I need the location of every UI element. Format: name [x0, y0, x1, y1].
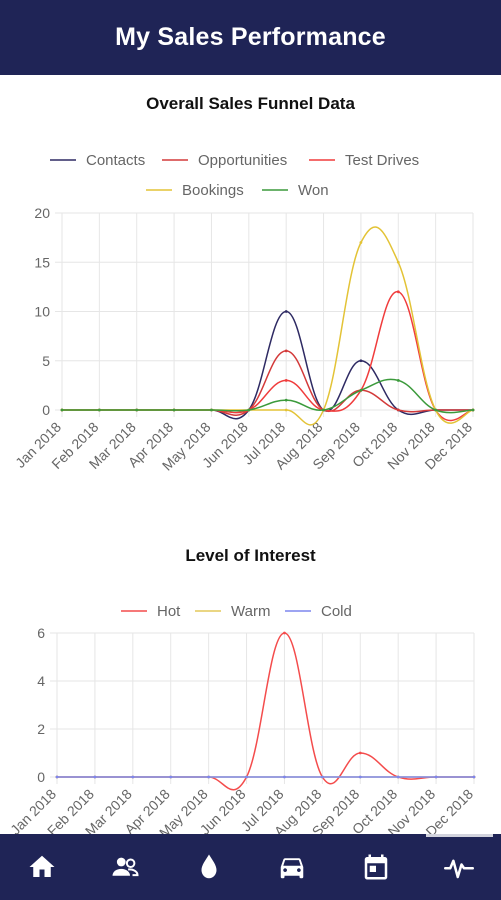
data-point-cold[interactable] [283, 775, 286, 779]
data-point-cold[interactable] [472, 775, 476, 779]
data-point-cold[interactable] [131, 775, 135, 779]
data-point-cold[interactable] [320, 775, 324, 779]
data-point-cold[interactable] [358, 775, 362, 779]
nav-vehicles[interactable] [251, 834, 335, 900]
page-title: My Sales Performance [115, 23, 386, 51]
series-line-hot[interactable] [56, 632, 475, 791]
data-point-won[interactable] [97, 408, 101, 412]
legend-item-warm[interactable]: Warm [195, 603, 270, 620]
lead-drop-icon [201, 854, 217, 879]
data-point-won[interactable] [434, 408, 438, 412]
data-point-hot[interactable] [358, 751, 362, 755]
data-point-test-drives[interactable] [396, 290, 400, 294]
data-point-cold[interactable] [169, 775, 173, 779]
legend-label: Hot [157, 603, 181, 620]
legend-label: Cold [321, 603, 352, 620]
nav-leads[interactable] [167, 834, 251, 900]
data-point-hot[interactable] [283, 631, 286, 635]
data-point-cold[interactable] [207, 775, 211, 779]
data-point-won[interactable] [396, 379, 400, 382]
chart-title-sales-funnel: Overall Sales Funnel Data [146, 94, 355, 113]
data-point-opportunities[interactable] [284, 349, 288, 353]
legend-item-won[interactable]: Won [262, 182, 329, 199]
legend-label: Warm [231, 603, 270, 620]
car-icon [281, 858, 304, 879]
data-point-cold[interactable] [93, 775, 97, 779]
chart-grid [50, 632, 475, 784]
legend-item-hot[interactable]: Hot [121, 603, 181, 620]
data-point-won[interactable] [135, 408, 139, 412]
legend-label: Contacts [86, 152, 145, 169]
data-point-cold[interactable] [434, 775, 438, 779]
data-point-won[interactable] [471, 408, 475, 412]
chart-title-level-of-interest: Level of Interest [185, 546, 316, 565]
y-tick-label: 10 [34, 304, 50, 320]
data-point-won[interactable] [60, 408, 64, 412]
legend-item-bookings[interactable]: Bookings [146, 182, 244, 199]
y-tick-label: 4 [37, 673, 45, 689]
series-line-won[interactable] [62, 378, 474, 414]
legend-label: Test Drives [345, 152, 419, 169]
data-point-won[interactable] [172, 408, 176, 412]
data-point-bookings[interactable] [359, 241, 363, 244]
data-point-test-drives[interactable] [284, 379, 288, 382]
data-point-won[interactable] [322, 408, 325, 412]
data-point-bookings[interactable] [396, 260, 400, 264]
legend-label: Won [298, 182, 329, 199]
data-point-won[interactable] [247, 408, 251, 412]
legend-item-test-drives[interactable]: Test Drives [309, 152, 419, 169]
y-tick-label: 5 [42, 353, 50, 369]
home-icon [29, 855, 55, 877]
nav-performance[interactable] [418, 834, 501, 900]
contacts-icon [112, 857, 139, 877]
nav-contacts[interactable] [84, 834, 168, 900]
sales-funnel-chart[interactable]: Contacts Opportunities Test Drives Bookings… [0, 140, 501, 540]
nav-calendar[interactable] [334, 834, 418, 900]
data-point-cold[interactable] [55, 775, 59, 779]
calendar-icon [364, 854, 387, 880]
data-point-cold[interactable] [245, 775, 248, 779]
data-point-bookings[interactable] [284, 408, 288, 412]
y-tick-label: 0 [37, 769, 45, 785]
legend-item-cold[interactable]: Cold [285, 603, 352, 620]
data-point-cold[interactable] [396, 775, 400, 779]
y-tick-label: 20 [34, 205, 50, 221]
series-line-contacts[interactable] [62, 310, 473, 420]
data-point-won[interactable] [359, 388, 363, 392]
y-tick-label: 6 [37, 625, 45, 641]
main-content[interactable]: Overall Sales Funnel Data Contacts Opport… [0, 75, 501, 835]
app-header: My Sales Performance [0, 0, 501, 75]
series-line-bookings[interactable] [62, 226, 474, 426]
data-point-contacts[interactable] [359, 359, 363, 363]
y-tick-label: 15 [34, 254, 50, 270]
legend-label: Bookings [182, 182, 244, 199]
legend-item-opportunities[interactable]: Opportunities [162, 152, 287, 169]
data-point-won[interactable] [210, 408, 213, 412]
nav-home[interactable] [0, 834, 84, 900]
activity-pulse-icon [444, 859, 475, 879]
y-tick-label: 2 [37, 721, 45, 737]
bottom-navigation [0, 834, 501, 900]
data-point-opportunities[interactable] [396, 408, 400, 412]
legend-label: Opportunities [198, 152, 287, 169]
data-point-won[interactable] [284, 398, 288, 402]
data-point-contacts[interactable] [284, 310, 288, 313]
y-tick-label: 0 [42, 402, 50, 418]
legend-item-contacts[interactable]: Contacts [50, 152, 145, 169]
